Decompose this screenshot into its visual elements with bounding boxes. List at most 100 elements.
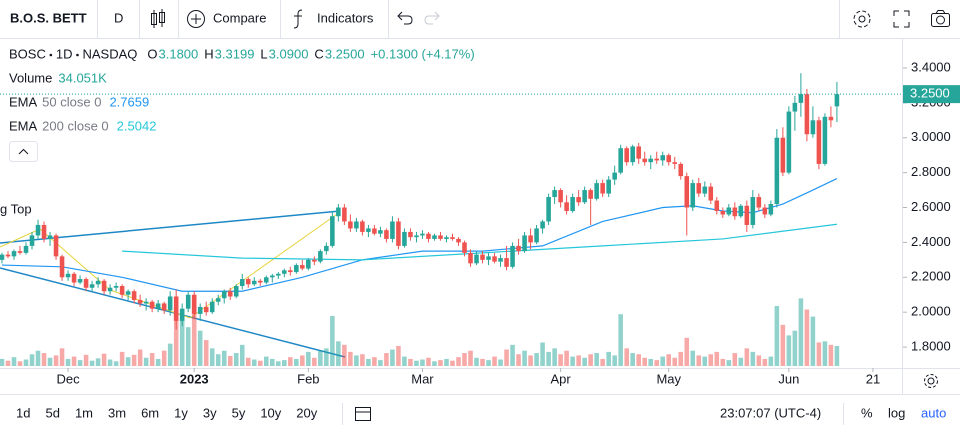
range-button[interactable]: 5d: [45, 405, 59, 420]
volume-bar: [516, 354, 521, 366]
candle-body: [185, 294, 191, 309]
collapse-icon: [18, 148, 29, 155]
candle-body: [251, 280, 257, 285]
volume-bar: [384, 353, 389, 366]
range-button[interactable]: 3m: [108, 405, 126, 420]
candle-body: [47, 235, 53, 239]
volume-bar: [576, 355, 581, 366]
candle-body: [594, 183, 599, 199]
interval-button[interactable]: D: [114, 10, 123, 25]
log-toggle[interactable]: log: [888, 405, 905, 420]
candle-body: [540, 221, 545, 229]
volume-bar: [179, 316, 185, 366]
candle-body: [498, 258, 503, 262]
symbol-button[interactable]: B.O.S. BETT: [10, 10, 87, 25]
volume-bar: [456, 357, 461, 366]
candle-body: [378, 230, 383, 234]
volume-bar: [822, 341, 828, 366]
redo-button[interactable]: [424, 11, 440, 25]
legend-ohlc-letter: O: [147, 46, 157, 61]
range-button[interactable]: 3y: [203, 405, 217, 420]
indicators-icon[interactable]: [293, 9, 303, 29]
compare-button[interactable]: Compare: [213, 10, 266, 25]
legend-ohlc-letter: L: [260, 46, 267, 61]
volume-bar: [804, 309, 810, 366]
volume-bar: [630, 353, 635, 366]
compare-icon[interactable]: [187, 10, 205, 28]
volume-bar: [306, 351, 311, 366]
auto-scale-settings[interactable]: [924, 374, 938, 388]
candle-body: [732, 207, 738, 217]
settings-button[interactable]: [853, 10, 871, 28]
candle-body: [564, 202, 569, 212]
volume-bar: [552, 348, 557, 366]
volume-bar: [600, 358, 605, 366]
undo-button[interactable]: [397, 11, 413, 25]
volume-bar: [588, 354, 593, 366]
range-button[interactable]: 20y: [296, 405, 317, 420]
candle-body: [5, 254, 11, 257]
range-button[interactable]: 1y: [174, 405, 188, 420]
candle-body: [510, 245, 515, 267]
legend-interval: 1D: [56, 46, 73, 61]
candle-body: [750, 197, 756, 225]
volume-bar: [474, 357, 479, 366]
candle-body: [606, 179, 611, 194]
candle-body: [774, 137, 780, 205]
legend-ohlc-letter: C: [314, 46, 323, 61]
candle-body: [282, 270, 287, 274]
candle-body: [306, 259, 311, 269]
candle-body: [263, 277, 269, 283]
collapse-button[interactable]: [9, 141, 38, 162]
range-button[interactable]: 1m: [75, 405, 93, 420]
volume-bar: [251, 359, 257, 366]
volume-bar: [53, 355, 59, 366]
y-tick-label: 3.4000: [911, 59, 951, 74]
volume-bar: [5, 360, 11, 366]
legend-change: +0.1300 (+4.17%): [371, 46, 475, 61]
volume-bar: [750, 351, 756, 366]
candle-body: [23, 245, 29, 253]
date-range-button[interactable]: [355, 407, 371, 421]
chart-type-button[interactable]: [151, 9, 165, 28]
range-button[interactable]: 1d: [16, 405, 30, 420]
screenshot-button[interactable]: [931, 10, 950, 27]
volume-bar: [810, 316, 816, 366]
candle-body: [684, 176, 690, 208]
candle-body: [77, 279, 83, 283]
candle-body: [612, 172, 617, 180]
candle-body: [618, 148, 623, 173]
candle-body: [420, 233, 425, 236]
range-button[interactable]: 10y: [260, 405, 281, 420]
volume-bar: [215, 354, 221, 366]
auto-toggle[interactable]: auto: [921, 405, 946, 420]
volume-bar: [618, 314, 623, 366]
volume-bar: [792, 330, 798, 366]
candle-body: [209, 301, 215, 313]
candle-body: [672, 162, 678, 164]
x-tick-label: 21: [866, 371, 880, 386]
range-button[interactable]: 5y: [232, 405, 246, 420]
volume-bar: [342, 344, 347, 366]
candle-body: [582, 190, 587, 203]
indicators-button[interactable]: Indicators: [317, 10, 374, 25]
volume-bar: [450, 360, 455, 366]
percent-toggle[interactable]: %: [861, 405, 873, 420]
fullscreen-button[interactable]: [893, 10, 910, 28]
candle-body: [372, 228, 377, 234]
candle-body: [113, 286, 119, 288]
range-button[interactable]: 6m: [141, 405, 159, 420]
volume-bar: [684, 337, 690, 366]
candle-body: [762, 207, 768, 215]
candle-body: [744, 205, 750, 225]
volume-bar: [239, 344, 245, 366]
trend-line[interactable]: [0, 267, 346, 358]
volume-bar: [330, 316, 335, 366]
candle-body: [53, 235, 59, 257]
candle-body: [450, 237, 455, 239]
last-price-tag: [903, 85, 960, 104]
legend-dot: [49, 53, 53, 57]
volume-bar: [438, 360, 443, 366]
x-tick-label: Apr: [550, 371, 571, 386]
x-tick-label: May: [656, 371, 681, 386]
